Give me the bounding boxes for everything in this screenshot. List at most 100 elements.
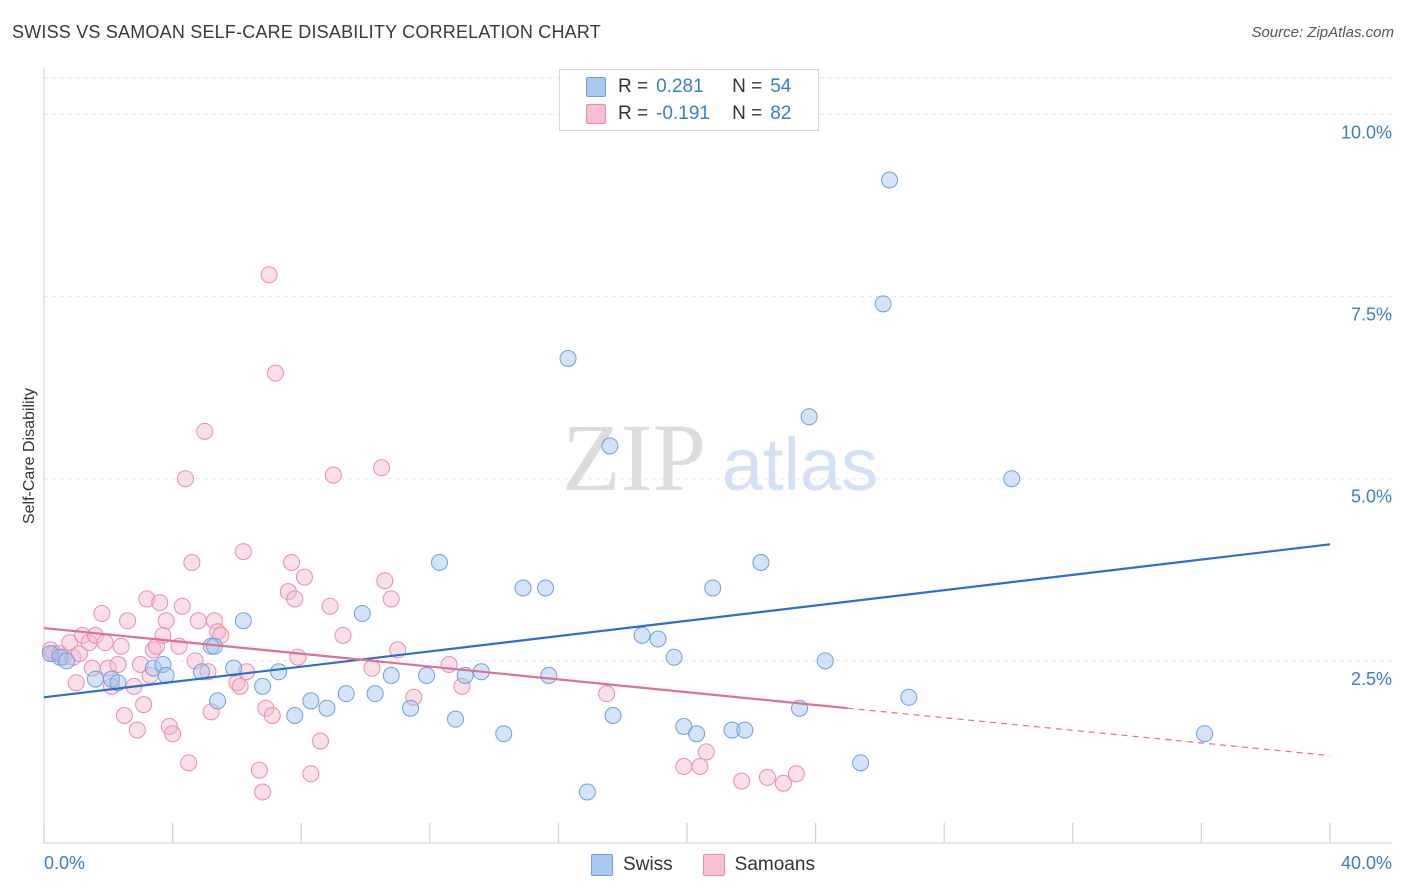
samoan-point[interactable] <box>86 626 104 644</box>
samoan-point[interactable] <box>164 725 182 743</box>
swiss-point[interactable] <box>286 707 304 724</box>
swiss-point[interactable] <box>495 725 513 743</box>
swiss-point[interactable] <box>225 659 243 677</box>
samoan-point[interactable] <box>180 754 198 772</box>
swiss-point[interactable] <box>723 721 741 739</box>
samoan-point[interactable] <box>189 612 207 630</box>
samoan-point[interactable] <box>286 590 304 608</box>
swiss-point[interactable] <box>318 699 336 717</box>
swiss-point[interactable] <box>900 688 918 706</box>
samoan-point[interactable] <box>196 422 214 440</box>
samoan-point[interactable] <box>151 594 169 612</box>
swiss-point[interactable] <box>337 685 355 703</box>
samoan-point[interactable] <box>758 768 776 786</box>
samoan-point[interactable] <box>99 659 117 677</box>
samoan-point[interactable] <box>321 597 339 615</box>
swiss-point[interactable] <box>366 685 384 703</box>
samoan-point[interactable] <box>453 677 471 695</box>
samoan-point[interactable] <box>787 765 805 783</box>
swiss-point[interactable] <box>1003 470 1021 488</box>
swiss-point[interactable] <box>209 692 227 710</box>
samoan-point[interactable] <box>93 605 111 622</box>
swiss-point[interactable] <box>302 692 320 710</box>
samoan-point[interactable] <box>283 554 301 571</box>
swiss-point[interactable] <box>353 605 371 622</box>
samoan-point[interactable] <box>373 459 391 477</box>
swiss-point[interactable] <box>633 626 651 644</box>
samoan-point[interactable] <box>260 266 278 284</box>
swiss-point[interactable] <box>447 710 465 728</box>
swiss-point[interactable] <box>736 721 754 739</box>
swiss-point[interactable] <box>254 677 272 695</box>
samoan-point[interactable] <box>598 685 616 703</box>
samoan-point[interactable] <box>109 656 127 673</box>
legend-item-samoans[interactable]: Samoans <box>702 852 815 878</box>
samoan-point[interactable] <box>199 663 217 681</box>
swiss-point[interactable] <box>418 666 436 684</box>
samoan-point[interactable] <box>324 466 342 484</box>
swiss-point[interactable] <box>874 295 892 313</box>
samoan-point[interactable] <box>131 656 149 673</box>
samoan-point[interactable] <box>128 721 146 739</box>
swiss-point[interactable] <box>144 659 162 677</box>
samoan-point[interactable] <box>334 626 352 644</box>
samoan-point[interactable] <box>733 772 751 790</box>
samoan-point[interactable] <box>135 696 153 714</box>
samoan-point[interactable] <box>173 597 191 615</box>
samoan-point[interactable] <box>205 612 223 630</box>
samoan-point[interactable] <box>311 732 329 750</box>
samoan-point[interactable] <box>119 612 137 630</box>
swiss-point[interactable] <box>665 648 683 666</box>
samoan-point[interactable] <box>405 688 423 706</box>
swiss-point[interactable] <box>430 554 448 571</box>
samoan-point[interactable] <box>202 703 220 721</box>
swiss-point[interactable] <box>816 652 834 670</box>
swiss-point[interactable] <box>514 579 532 597</box>
samoan-point[interactable] <box>289 648 307 666</box>
legend-item-swiss[interactable]: Swiss <box>591 852 673 878</box>
samoan-point[interactable] <box>691 758 709 775</box>
samoan-point[interactable] <box>254 783 272 801</box>
swiss-point[interactable] <box>1196 725 1214 743</box>
samoan-point[interactable] <box>263 707 281 724</box>
samoan-point[interactable] <box>176 470 194 488</box>
swiss-point[interactable] <box>601 437 619 455</box>
samoan-point[interactable] <box>295 568 313 586</box>
samoan-point[interactable] <box>266 364 284 382</box>
samoan-point[interactable] <box>257 699 275 717</box>
samoan-point[interactable] <box>186 652 204 670</box>
swiss-point[interactable] <box>58 652 76 670</box>
samoan-point[interactable] <box>138 590 156 608</box>
samoan-point[interactable] <box>697 743 715 761</box>
swiss-point[interactable] <box>540 666 558 684</box>
swiss-point[interactable] <box>109 674 127 692</box>
swiss-point[interactable] <box>578 783 596 801</box>
samoan-point[interactable] <box>231 677 249 695</box>
samoan-point[interactable] <box>96 634 114 652</box>
samoan-point[interactable] <box>183 554 201 571</box>
swiss-point[interactable] <box>154 656 172 673</box>
swiss-point[interactable] <box>800 408 818 426</box>
swiss-point[interactable] <box>604 707 622 724</box>
samoan-point[interactable] <box>376 572 394 590</box>
samoan-point[interactable] <box>234 543 252 561</box>
swiss-point[interactable] <box>193 663 211 681</box>
samoan-point[interactable] <box>774 774 792 792</box>
swiss-point[interactable] <box>270 663 288 681</box>
samoan-point[interactable] <box>115 707 133 724</box>
swiss-point[interactable] <box>234 612 252 630</box>
swiss-point[interactable] <box>881 171 899 189</box>
swiss-point[interactable] <box>704 579 722 597</box>
swiss-point[interactable] <box>752 554 770 571</box>
swiss-point[interactable] <box>382 666 400 684</box>
swiss-point[interactable] <box>675 717 693 735</box>
swiss-point[interactable] <box>402 699 420 717</box>
swiss-point[interactable] <box>852 754 870 772</box>
samoan-point[interactable] <box>70 645 88 663</box>
swiss-point[interactable] <box>649 630 667 648</box>
samoan-point[interactable] <box>250 761 268 779</box>
samoan-point[interactable] <box>67 674 85 692</box>
samoan-point[interactable] <box>279 583 297 601</box>
samoan-point[interactable] <box>675 758 693 775</box>
samoan-point[interactable] <box>363 659 381 677</box>
